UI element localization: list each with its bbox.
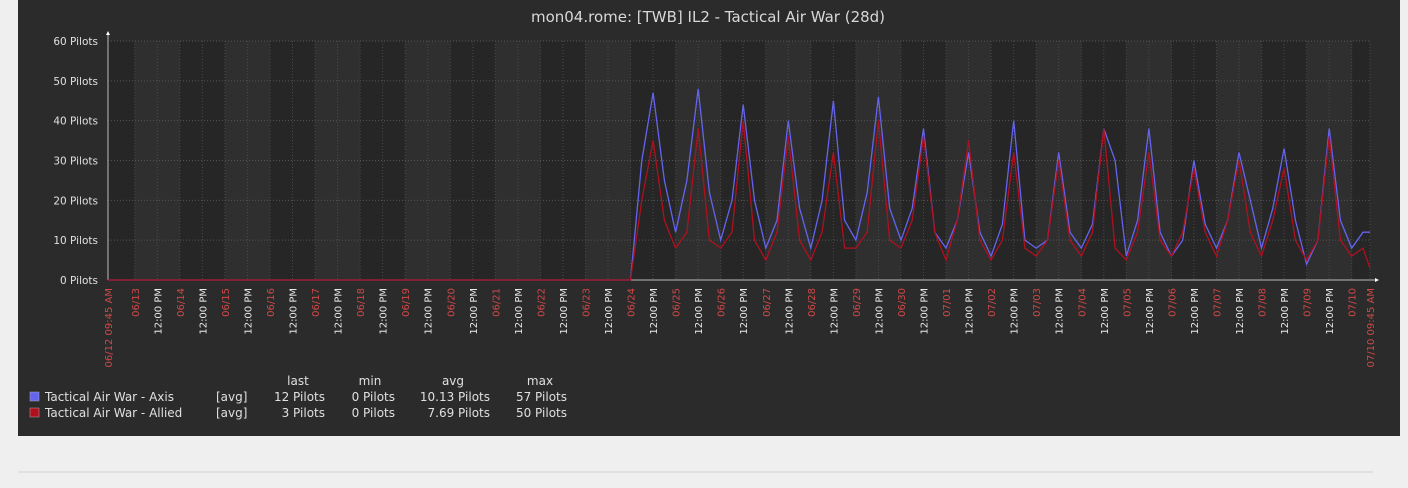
x-tick-label: 06/29: [852, 288, 863, 317]
x-tick-label: 12:00 PM: [514, 288, 525, 335]
legend-swatch: [29, 407, 40, 418]
y-tick-label: 0 Pilots: [60, 275, 98, 287]
x-tick-label: 06/13: [131, 288, 142, 317]
x-tick-label: 12:00 PM: [920, 288, 931, 335]
x-tick-label: 07/06: [1167, 288, 1178, 317]
x-tick-label: 06/14: [176, 288, 187, 317]
legend-header: min: [359, 374, 382, 388]
x-tick-label: 07/10 09:45 AM: [1366, 288, 1377, 367]
day-band: [585, 41, 631, 280]
x-tick-label: 07/03: [1032, 288, 1043, 317]
legend-function: [avg]: [216, 390, 247, 404]
x-tick-label: 06/22: [536, 288, 547, 317]
x-tick-label: 12:00 PM: [334, 288, 345, 335]
x-tick-label: 12:00 PM: [1280, 288, 1291, 335]
legend-header: avg: [442, 374, 464, 388]
x-tick-label: 07/01: [942, 288, 953, 317]
x-tick-label: 07/08: [1258, 288, 1269, 317]
x-tick-label: 12:00 PM: [289, 288, 300, 335]
x-tick-label: 12:00 PM: [1145, 288, 1156, 335]
y-tick-label: 20 Pilots: [53, 195, 98, 207]
x-tick-label: 12:00 PM: [243, 288, 254, 335]
series-line: [108, 88, 1370, 281]
legend-stat: 12 Pilots: [274, 390, 325, 404]
x-tick-label: 07/02: [987, 288, 998, 317]
legend-stat: 7.69 Pilots: [428, 406, 490, 420]
series-line: [108, 120, 1371, 281]
y-tick-label: 50 Pilots: [53, 76, 98, 88]
legend-stat: 10.13 Pilots: [420, 390, 490, 404]
x-tick-label: 12:00 PM: [604, 288, 615, 335]
y-tick-label: 10 Pilots: [53, 235, 98, 247]
x-tick-label: 12:00 PM: [1055, 288, 1066, 335]
x-tick-label: 07/04: [1077, 288, 1088, 317]
x-tick-label: 06/19: [401, 288, 412, 317]
legend-name: Tactical Air War - Axis: [44, 390, 174, 404]
x-tick-label: 12:00 PM: [469, 288, 480, 335]
x-tick-label: 06/27: [762, 288, 773, 317]
x-tick-label: 06/17: [311, 288, 322, 317]
x-tick-label: 06/30: [897, 288, 908, 317]
x-tick-label: 12:00 PM: [153, 288, 164, 335]
x-tick-label: 06/21: [491, 288, 502, 317]
axis-arrow: [1375, 278, 1379, 282]
x-tick-label: 06/15: [221, 288, 232, 317]
legend-function: [avg]: [216, 406, 247, 420]
x-tick-label: 07/09: [1303, 288, 1314, 317]
x-tick-label: 06/25: [672, 288, 683, 317]
x-tick-label: 06/26: [717, 288, 728, 317]
x-tick-label: 12:00 PM: [739, 288, 750, 335]
x-tick-label: 12:00 PM: [198, 288, 209, 335]
legend-name: Tactical Air War - Allied: [44, 406, 182, 420]
legend-stat: 0 Pilots: [352, 406, 395, 420]
x-tick-label: 06/18: [356, 288, 367, 317]
x-tick-label: 07/10: [1348, 288, 1359, 317]
x-tick-label: 06/24: [627, 288, 638, 317]
y-tick-label: 40 Pilots: [53, 116, 98, 128]
legend-stat: 3 Pilots: [282, 406, 325, 420]
legend-stat: 0 Pilots: [352, 390, 395, 404]
x-tick-label: 12:00 PM: [1325, 288, 1336, 335]
legend-stat: 50 Pilots: [516, 406, 567, 420]
x-tick-label: 12:00 PM: [1190, 288, 1201, 335]
x-tick-label: 07/07: [1212, 288, 1223, 317]
x-tick-label: 06/23: [581, 288, 592, 317]
legend-swatch: [29, 391, 40, 402]
x-tick-label: 12:00 PM: [829, 288, 840, 335]
x-tick-label: 12:00 PM: [874, 288, 885, 335]
x-tick-label: 06/20: [446, 288, 457, 317]
x-tick-label: 12:00 PM: [1010, 288, 1021, 335]
day-band: [495, 41, 541, 280]
x-tick-label: 12:00 PM: [559, 288, 570, 335]
legend-stat: 57 Pilots: [516, 390, 567, 404]
x-tick-label: 12:00 PM: [1100, 288, 1111, 335]
x-tick-label: 12:00 PM: [965, 288, 976, 335]
axis-arrow: [106, 31, 110, 35]
legend-header: last: [287, 374, 309, 388]
x-tick-label: 07/05: [1122, 288, 1133, 317]
x-tick-label: 12:00 PM: [784, 288, 795, 335]
x-tick-label: 12:00 PM: [424, 288, 435, 335]
x-tick-label: 12:00 PM: [649, 288, 660, 335]
chart-title: mon04.rome: [TWB] IL2 - Tactical Air War…: [531, 8, 885, 26]
y-tick-label: 60 Pilots: [53, 36, 98, 48]
legend-header: max: [527, 374, 553, 388]
x-tick-label: 06/28: [807, 288, 818, 317]
x-tick-label: 12:00 PM: [379, 288, 390, 335]
x-tick-label: 06/16: [266, 288, 277, 317]
y-tick-label: 30 Pilots: [53, 156, 98, 168]
x-tick-label: 12:00 PM: [694, 288, 705, 335]
x-tick-label: 12:00 PM: [1235, 288, 1246, 335]
x-tick-label: 06/12 09:45 AM: [104, 288, 115, 367]
